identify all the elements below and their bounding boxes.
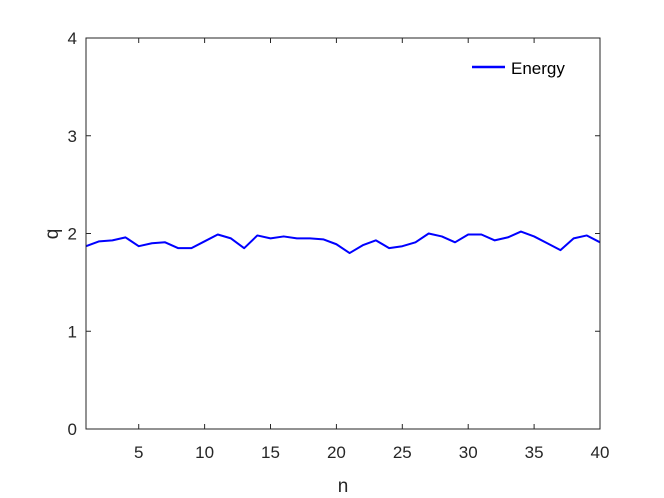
axes-box <box>85 37 601 430</box>
series-line-energy <box>85 230 601 255</box>
x-tick-label: 10 <box>195 443 214 462</box>
axis-ticks: 5 10 15 20 25 30 35 40 0 1 2 3 4 <box>68 29 610 462</box>
legend: Energy <box>458 52 590 84</box>
x-tick-label: 20 <box>327 443 346 462</box>
x-axis-title: n <box>338 476 349 497</box>
y-tick-label: 3 <box>68 127 77 146</box>
y-tick-label: 0 <box>68 420 77 439</box>
x-tick-label: 35 <box>525 443 544 462</box>
x-tick-label: 40 <box>591 443 610 462</box>
y-tick-label: 4 <box>68 29 77 48</box>
x-tick-label: 30 <box>459 443 478 462</box>
x-tick-label: 25 <box>393 443 412 462</box>
y-tick-label: 2 <box>68 225 77 244</box>
y-axis-title: q <box>42 229 63 240</box>
x-tick-label: 5 <box>134 443 143 462</box>
x-tick-label: 15 <box>261 443 280 462</box>
plot-area <box>86 38 600 429</box>
y-tick-label: 1 <box>68 322 77 341</box>
series-layer <box>85 230 601 255</box>
legend-label-energy: Energy <box>511 59 565 78</box>
